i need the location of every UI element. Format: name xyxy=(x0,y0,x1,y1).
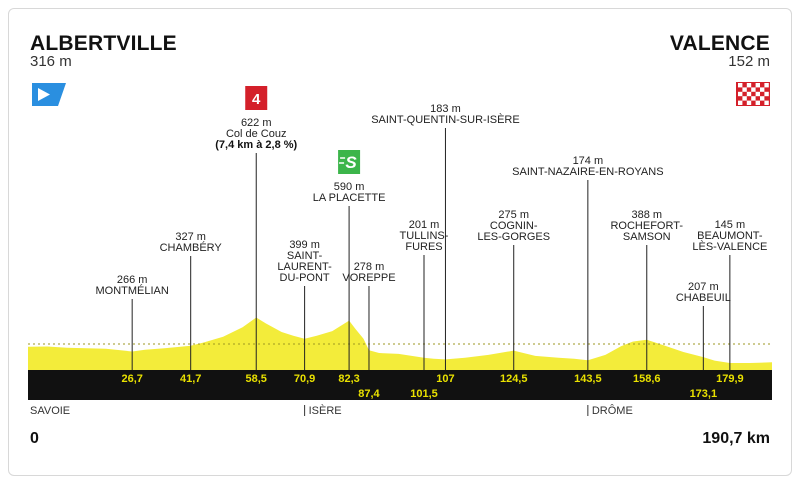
waypoint-altitude: 275 m xyxy=(498,209,529,221)
climb-category-badge-icon: 4 xyxy=(245,86,268,110)
km-marker-label: 179,9 xyxy=(716,373,744,385)
waypoint-name: LÈS-VALENCE xyxy=(692,240,767,253)
waypoint-name: DU-PONT xyxy=(280,272,330,284)
km-marker-label: 143,5 xyxy=(574,373,602,385)
waypoint-name: Col de Couz xyxy=(226,128,287,140)
elevation-profile-area xyxy=(28,317,772,370)
waypoint-name: LES-GORGES xyxy=(477,231,550,243)
chart-frame xyxy=(8,8,792,476)
distance-band xyxy=(28,370,772,400)
waypoint-name: SAINT-QUENTIN-SUR-ISÈRE xyxy=(371,113,520,126)
waypoint-altitude: 622 m xyxy=(241,117,272,129)
km-marker-label: 87,4 xyxy=(358,388,380,400)
km-marker-label: 101,5 xyxy=(410,388,438,400)
start-city: ALBERTVILLE xyxy=(30,32,177,55)
km-marker-label: 173,1 xyxy=(690,388,718,400)
waypoint-name: SAINT-NAZAIRE-EN-ROYANS xyxy=(512,166,663,178)
waypoint-altitude: 399 m xyxy=(289,239,320,251)
waypoint-name: ROCHEFORT- xyxy=(610,220,683,232)
region-label: SAVOIE xyxy=(30,405,70,417)
waypoint-label: 590 mLA PLACETTE xyxy=(313,181,386,204)
waypoint-altitude: 145 m xyxy=(715,219,746,231)
waypoint-name: SAINT- xyxy=(287,250,323,262)
km-marker-label: 41,7 xyxy=(180,373,201,385)
km-marker-label: 82,3 xyxy=(338,373,359,385)
distance-start: 0 xyxy=(30,430,39,447)
waypoint-altitude: 278 m xyxy=(354,261,385,273)
sprint-badge-icon: S xyxy=(338,150,361,174)
km-marker-label: 107 xyxy=(436,373,454,385)
waypoint-name: BEAUMONT- xyxy=(697,230,763,242)
waypoint-name: CHAMBÉRY xyxy=(160,241,223,254)
waypoint-altitude: 183 m xyxy=(430,103,461,115)
waypoint-altitude: 207 m xyxy=(688,281,719,293)
waypoint-name: VOREPPE xyxy=(342,272,395,284)
region-label: DRÔME xyxy=(592,404,633,417)
waypoint-name: LAURENT- xyxy=(277,261,332,273)
waypoint-name: TULLINS- xyxy=(400,230,449,242)
km-marker-label: 58,5 xyxy=(246,373,267,385)
finish-city: VALENCE xyxy=(669,32,770,55)
region-label: ISÈRE xyxy=(309,404,342,417)
start-flag-icon xyxy=(32,83,66,106)
km-marker-label: 158,6 xyxy=(633,373,661,385)
waypoint-name: LA PLACETTE xyxy=(313,192,386,204)
waypoint-name: CHABEUIL xyxy=(676,292,731,304)
waypoint-altitude: 388 m xyxy=(631,209,662,221)
climb-details: (7,4 km à 2,8 %) xyxy=(215,139,297,151)
km-marker-label: 124,5 xyxy=(500,373,528,385)
waypoint-altitude: 327 m xyxy=(175,231,206,243)
distance-end: 190,7 km xyxy=(702,430,770,447)
badge-label: 4 xyxy=(252,91,261,108)
waypoint-altitude: 590 m xyxy=(334,181,365,193)
finish-altitude: 152 m xyxy=(728,53,770,70)
km-marker-label: 26,7 xyxy=(121,373,142,385)
start-altitude: 316 m xyxy=(30,53,72,70)
waypoint-altitude: 266 m xyxy=(117,274,148,286)
km-marker-label: 70,9 xyxy=(294,373,315,385)
finish-flag-icon xyxy=(736,82,770,106)
waypoint-name: FURES xyxy=(405,241,442,253)
waypoint-name: COGNIN- xyxy=(490,220,538,232)
waypoint-name: SAMSON xyxy=(623,231,671,243)
waypoint-altitude: 201 m xyxy=(409,219,440,231)
waypoint-name: MONTMÉLIAN xyxy=(95,284,168,297)
waypoint-altitude: 174 m xyxy=(573,155,604,167)
badge-label: S xyxy=(345,153,357,172)
